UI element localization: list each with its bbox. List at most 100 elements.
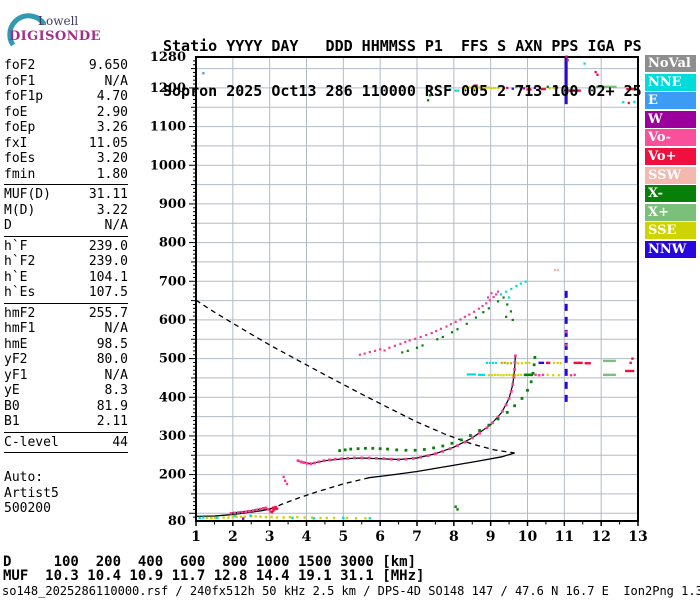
param-divider (4, 184, 128, 185)
x-axis-label-4: 4 (302, 529, 312, 545)
series-mult-lower-yellow (557, 374, 560, 377)
series-upper-left-blue (202, 72, 205, 75)
series-valley-profile (274, 477, 370, 508)
param-label: foE (4, 104, 28, 120)
param-row-yF2: yF2 80.0 (4, 352, 128, 368)
series-spreadF-NNE (505, 290, 508, 293)
series-mult-lower-yellow (505, 373, 508, 376)
series-F-trace-X (386, 447, 389, 451)
series-F-trace-O (509, 390, 513, 393)
series-Es-SSE (319, 516, 322, 520)
param-row-foF2: foF2 9.650 (4, 58, 128, 74)
series-Es-NNE (291, 516, 294, 520)
series-Es-SSE (210, 516, 213, 520)
series-F-trace-O (340, 457, 343, 461)
series-F-trace-X (343, 448, 347, 452)
y-axis-label-800: 800 (159, 236, 186, 251)
param-label: B0 (4, 398, 20, 414)
series-topside-profile (195, 299, 515, 454)
series-spreadF-O (463, 315, 466, 318)
series-mult-upper-cyan (491, 361, 494, 364)
series-band1200-purple (522, 87, 525, 90)
series-Es-SSE (325, 516, 328, 520)
series-band1200-yellow (493, 86, 496, 90)
series-F-trace-O (504, 403, 508, 407)
direction-legend: NoVal NNE E W Vo- Vo+ SSW X- X+ SSE NNW (645, 55, 696, 260)
parameter-panel: foF2 9.650 foF1 N/A foF1p 4.70 foE 2.90 foEp 3.26… (4, 58, 128, 455)
param-value: N/A (104, 218, 128, 233)
series-spreadF-O (430, 331, 433, 335)
series-band1200-yellow (475, 86, 478, 90)
series-band1200-red (502, 86, 505, 90)
series-E-cusp-red (272, 509, 275, 512)
y-axis-label-1000: 1000 (150, 158, 186, 173)
series-band1200-yellow (466, 86, 469, 90)
series-spreadF-O (379, 348, 382, 351)
series-spreadF-O (490, 292, 493, 295)
series-E-cusp-red (272, 506, 275, 510)
param-label: hmF1 (4, 321, 36, 336)
series-spreadF-O (388, 346, 391, 349)
series-mult-upper-cyan (488, 361, 492, 364)
series-Es-SSE (355, 517, 358, 520)
series-F-trace-O (389, 457, 393, 461)
series-band1200-yellow (490, 87, 493, 90)
series-Es-NNE (216, 516, 219, 520)
series-F-trace-O (296, 459, 300, 463)
param-label: B1 (4, 414, 20, 429)
series-F-trace-O (346, 456, 350, 460)
series-band1200-red (565, 55, 568, 58)
param-value: 104.1 (88, 269, 128, 285)
series-band1200-yellow (481, 87, 484, 90)
series-F-trace-O (299, 460, 303, 464)
series-spreadF-O (439, 327, 443, 330)
series-Es-NNE (233, 514, 236, 518)
param-label: C-level (4, 434, 59, 450)
series-mult-upper-yellow (524, 361, 527, 364)
param-row-foF1: foF1 N/A (4, 74, 128, 90)
series-spreadF-O (485, 302, 488, 305)
series-Es-SSE (213, 516, 217, 520)
series-Es-SSE (231, 515, 235, 519)
param-row-foE: foE 2.90 (4, 105, 128, 121)
param-value: 1.80 (96, 166, 128, 182)
series-Es-SSE (205, 516, 209, 520)
series-E-trace-O (244, 510, 248, 514)
series-F-trace-X (526, 388, 529, 392)
series-F-trace-X (533, 356, 537, 359)
y-axis-label-900: 900 (159, 197, 186, 212)
series-F-trace-X (520, 397, 524, 400)
series-E-trace-O (262, 506, 265, 510)
series-F-trace-O (404, 457, 408, 461)
series-stray-pink (282, 475, 285, 479)
series-E-trace-O (251, 509, 255, 512)
y-axis-label-200: 200 (159, 468, 186, 483)
param-label: MUF(D) (4, 187, 51, 202)
param-row-B1: B1 2.11 (4, 414, 128, 430)
series-spreadF-O (373, 349, 377, 352)
series-mult-upper-yellow (528, 361, 531, 364)
series-band1200-yellow (487, 86, 490, 89)
x-axis-label-2: 2 (228, 529, 238, 545)
series-F-trace-X (531, 371, 535, 375)
series-mult-lower-yellow (508, 373, 511, 376)
x-axis-label-1: 1 (191, 529, 201, 545)
series-F-trace-O (352, 456, 356, 460)
series-F-trace-O (322, 459, 326, 463)
x-axis-label-10: 10 (518, 529, 538, 545)
series-F-trace-X (432, 446, 435, 450)
series-Es-NNE (202, 516, 205, 519)
series-mult-red-dots (629, 361, 632, 365)
series-band1200-green (515, 85, 518, 88)
series-spreadF-NNE (519, 282, 522, 285)
series-band1200-yellow (484, 86, 487, 90)
series-band1200-yellow (496, 86, 500, 90)
header-columns-line: Statio YYYY DAY DDD HHMMSS P1 FFS S AXN … (163, 37, 642, 55)
series-F-trace-O (434, 452, 437, 456)
series-Es-SSE (222, 516, 225, 519)
series-spreadF-O (368, 350, 371, 354)
series-band1200-red (566, 58, 569, 62)
series-mult-upper-cyan (485, 361, 489, 364)
series-spreadF-O (363, 352, 366, 355)
param-label: foF1p (4, 89, 44, 104)
